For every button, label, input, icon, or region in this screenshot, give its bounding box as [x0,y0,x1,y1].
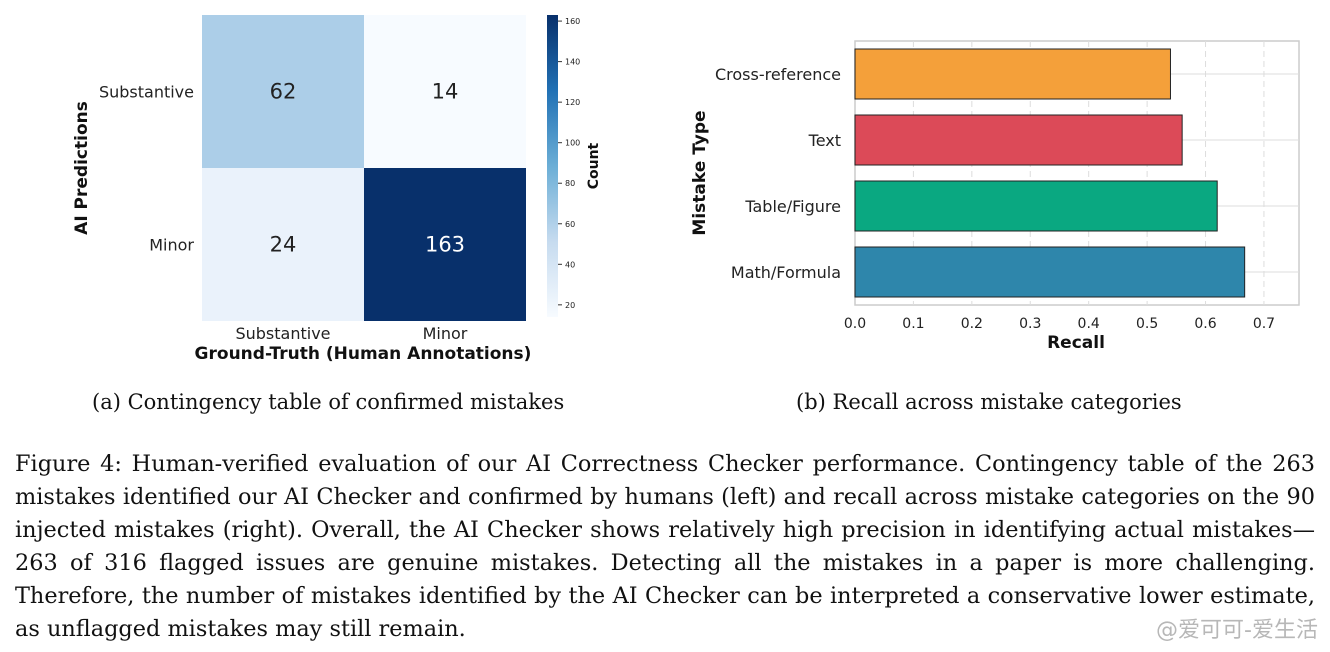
bar-category-label: Math/Formula [731,263,841,282]
heatmap-x-axis-label: Ground-Truth (Human Annotations) [195,344,532,364]
bar-x-tick-label: 0.3 [1019,316,1041,332]
recall-bar-chart: Cross-reference Text Table/Figure Math/Form… [690,40,1300,353]
bar [854,180,1218,232]
colorbar-tick-label: 40 [565,260,575,269]
bar [854,48,1171,100]
heatmap-cell [202,168,364,321]
bar [854,114,1183,166]
bar-x-tick-label: 0.1 [902,316,924,332]
bar-x-tick-label: 0.6 [1194,316,1216,332]
bar-x-tick-label: 0.5 [1136,316,1158,332]
heatmap-cell [202,15,364,168]
bar-x-ticks: 0.0 0.1 0.2 0.3 0.4 0.5 0.6 0.7 [844,316,1275,332]
watermark: @爱可可-爱生活 [1156,618,1318,643]
colorbar-ticks: 20 40 60 80 100 120 140 160 [558,17,580,310]
bar-category-label: Text [808,131,841,150]
heatmap-x-ticks: Substantive Minor [235,324,467,343]
heatmap-cell-value: 163 [425,233,465,257]
bar-y-axis-label: Mistake Type [690,110,710,235]
bar-marks [854,48,1246,298]
heatmap-cell-value: 14 [432,80,459,104]
bar-x-tick-label: 0.0 [844,316,866,332]
colorbar-tick-label: 60 [565,220,575,229]
colorbar-label: Count [586,142,602,189]
heatmap-cell [364,168,526,321]
colorbar-tick-label: 140 [565,58,580,67]
bar-x-tick-label: 0.7 [1253,316,1275,332]
heatmap-x-tick-label: Minor [423,324,468,343]
heatmap-cells: 62 14 24 163 [202,15,526,321]
bar-x-axis-label: Recall [1047,333,1105,353]
heatmap-y-tick-label: Substantive [99,83,194,102]
colorbar-tick-label: 20 [565,301,575,310]
colorbar-tick-label: 120 [565,98,580,107]
figure-caption: Figure 4: Human-verified evaluation of o… [15,451,1315,642]
bar-category-label: Table/Figure [744,197,841,216]
colorbar-tick-label: 80 [565,179,575,188]
heatmap-cell [364,15,526,168]
bar-y-ticks: Cross-reference Text Table/Figure Math/Form… [715,65,841,282]
subcaption-a: (a) Contingency table of confirmed mista… [92,390,565,414]
bar-category-label: Cross-reference [715,65,841,84]
bar-x-tick-label: 0.4 [1078,316,1100,332]
bar-x-tick-label: 0.2 [961,316,983,332]
heatmap-x-tick-label: Substantive [235,324,330,343]
heatmap-cell-value: 24 [270,233,297,257]
subcaption-b: (b) Recall across mistake categories [796,390,1182,414]
colorbar-tick-label: 160 [565,17,580,26]
heatmap-cell-value: 62 [270,80,297,104]
heatmap-y-ticks: Substantive Minor [99,83,194,255]
contingency-heatmap: 62 14 24 163 Substantive Minor Substantive Mi… [72,15,602,364]
colorbar-tick-label: 100 [565,139,580,148]
colorbar [547,15,558,317]
heatmap-y-tick-label: Minor [149,236,194,255]
heatmap-y-axis-label: AI Predictions [72,101,92,235]
bar [854,246,1246,298]
